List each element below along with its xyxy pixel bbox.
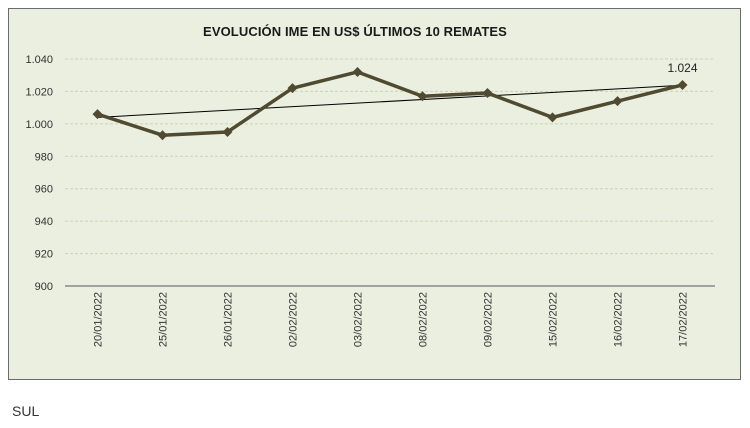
chart-title: EVOLUCIÓN IME EN US$ ÚLTIMOS 10 REMATES xyxy=(203,24,507,39)
x-tick-label: 20/01/2022 xyxy=(93,292,105,347)
x-tick-label: 08/02/2022 xyxy=(418,292,430,347)
diamond-marker xyxy=(482,88,493,99)
diamond-marker xyxy=(352,66,363,77)
diamond-marker xyxy=(287,83,298,94)
diamond-marker xyxy=(547,112,558,123)
y-tick-label: 1.020 xyxy=(25,86,53,98)
x-tick-label: 09/02/2022 xyxy=(483,292,495,347)
trend-line xyxy=(97,84,683,118)
x-tick-label: 26/01/2022 xyxy=(223,292,235,347)
x-tick-label: 25/01/2022 xyxy=(158,292,170,347)
diamond-marker xyxy=(157,130,168,141)
data-labels: 1.024 xyxy=(667,61,697,75)
x-axis-labels: 20/01/2022 25/01/2022 26/01/2022 02/02/2022… xyxy=(93,292,690,347)
diamond-marker xyxy=(612,96,623,107)
x-tick-label: 17/02/2022 xyxy=(678,292,690,347)
diamond-marker xyxy=(417,91,428,102)
x-tick-label: 15/02/2022 xyxy=(548,292,560,347)
y-tick-label: 940 xyxy=(35,216,53,228)
chart-frame xyxy=(8,8,741,380)
y-tick-label: 1.040 xyxy=(25,54,53,66)
x-tick-label: 03/02/2022 xyxy=(353,292,365,347)
y-tick-label: 980 xyxy=(35,151,53,163)
gridlines xyxy=(65,58,715,255)
y-tick-label: 960 xyxy=(35,184,53,196)
ime-series-line xyxy=(96,70,683,137)
y-tick-label: 900 xyxy=(35,281,53,293)
y-tick-label: 920 xyxy=(35,249,53,261)
diamond-marker xyxy=(677,79,688,90)
x-tick-label: 02/02/2022 xyxy=(288,292,300,347)
x-tick-label: 16/02/2022 xyxy=(613,292,625,347)
diamond-marker xyxy=(92,109,103,120)
footer-source-label: SUL xyxy=(12,403,40,419)
diamond-marker xyxy=(222,126,233,137)
data-series xyxy=(92,66,688,141)
data-label: 1.024 xyxy=(667,61,697,75)
y-axis-labels: 900 920 940 960 980 1.000 1.020 1.040 xyxy=(25,54,53,293)
y-tick-label: 1.000 xyxy=(25,119,53,131)
